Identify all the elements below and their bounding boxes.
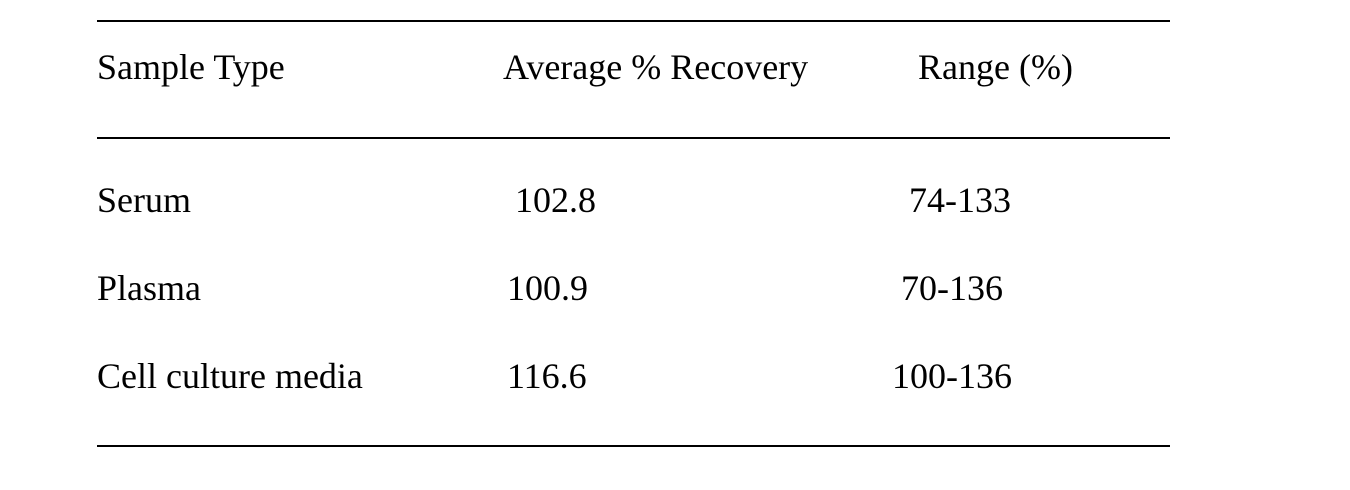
table-top-rule: [97, 20, 1170, 22]
sample-type-cell: Serum: [97, 180, 191, 220]
table-bottom-rule: [97, 445, 1170, 447]
column-header-range: Range (%): [918, 47, 1073, 87]
range-cell: 70-136: [901, 268, 1003, 308]
column-header-average-recovery: Average % Recovery: [503, 47, 809, 87]
average-recovery-cell: 100.9: [507, 268, 588, 308]
sample-type-cell: Cell culture media: [97, 356, 363, 396]
average-recovery-cell: 116.6: [507, 356, 587, 396]
table-header-rule: [97, 137, 1170, 139]
range-cell: 100-136: [892, 356, 1012, 396]
average-recovery-cell: 102.8: [515, 180, 596, 220]
sample-type-cell: Plasma: [97, 268, 201, 308]
column-header-sample-type: Sample Type: [97, 47, 285, 87]
range-cell: 74-133: [909, 180, 1011, 220]
